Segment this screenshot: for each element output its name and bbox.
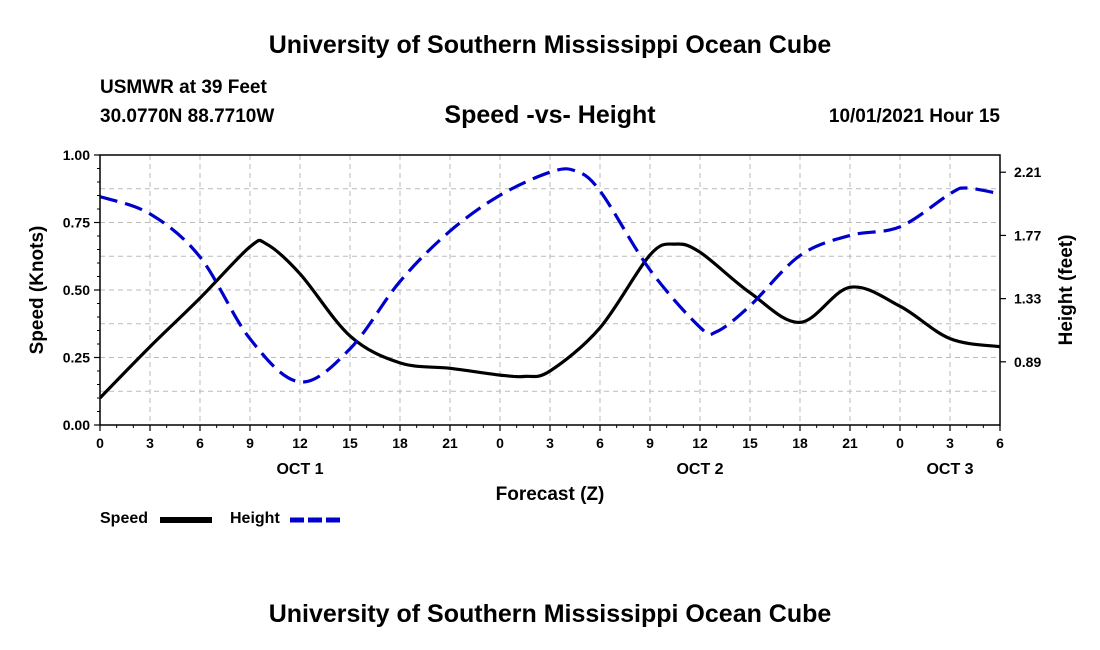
y-tick-label: 0.00	[63, 417, 90, 433]
y-tick-label: 0.50	[63, 282, 90, 298]
y2-tick-label: 2.21	[1014, 164, 1041, 180]
day-label: OCT 1	[276, 461, 323, 478]
x-tick-label: 15	[742, 435, 758, 451]
x-tick-label: 9	[246, 435, 254, 451]
day-label: OCT 3	[926, 461, 973, 478]
y-tick-label: 1.00	[63, 147, 90, 163]
tick-labels: 0 3 6 9 12 15 18 21 0 3 6 9 12 15 18 21 0 3 6 OCT 1 OCT 2 OCT…	[27, 147, 1077, 505]
x-tick-label: 3	[946, 435, 954, 451]
x-tick-label: 3	[146, 435, 154, 451]
x-tick-label: 6	[196, 435, 204, 451]
x-tick-label: 21	[842, 435, 858, 451]
forecast-datetime: 10/01/2021 Hour 15	[828, 106, 1000, 127]
chart-title: University of Southern Mississippi Ocean…	[268, 31, 832, 59]
chart-subtitle: Speed -vs- Height	[444, 101, 656, 129]
x-tick-label: 6	[596, 435, 604, 451]
x-tick-label: 0	[896, 435, 904, 451]
y-tick-label: 0.75	[63, 215, 90, 231]
x-tick-label: 12	[292, 435, 308, 451]
legend-speed-label: Speed	[100, 510, 149, 527]
x-tick-label: 0	[96, 435, 104, 451]
x-tick-label: 18	[392, 435, 408, 451]
height-series-line	[100, 167, 1000, 384]
legend-height-label: Height	[230, 510, 280, 527]
station-name: USMWR at 39 Feet	[100, 77, 267, 98]
x-tick-label: 21	[442, 435, 458, 451]
x-tick-label: 0	[496, 435, 504, 451]
grid-lines	[100, 155, 1000, 425]
speed-series-line	[100, 238, 1000, 400]
y2-tick-label: 1.33	[1014, 291, 1041, 307]
y2-axis-label: Height (feet)	[1056, 235, 1077, 346]
x-tick-label: 3	[546, 435, 554, 451]
x-axis-label: Forecast (Z)	[496, 484, 605, 505]
x-tick-label: 6	[996, 435, 1004, 451]
x-tick-label: 12	[692, 435, 708, 451]
station-coordinates: 30.0770N 88.7710W	[100, 106, 275, 127]
y-axis-label: Speed (Knots)	[27, 226, 48, 355]
x-tick-label: 15	[342, 435, 358, 451]
y2-tick-label: 1.77	[1014, 227, 1041, 243]
y-tick-label: 0.25	[63, 350, 90, 366]
tick-marks	[94, 154, 1006, 431]
x-tick-label: 9	[646, 435, 654, 451]
series-lines	[100, 167, 1000, 400]
y2-tick-label: 0.89	[1014, 354, 1041, 370]
footer-title: University of Southern Mississippi Ocean…	[268, 600, 832, 628]
day-label: OCT 2	[676, 461, 723, 478]
x-tick-label: 18	[792, 435, 808, 451]
